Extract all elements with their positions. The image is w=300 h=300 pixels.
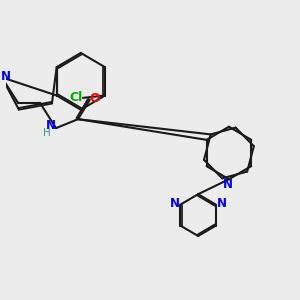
Text: N: N bbox=[222, 178, 233, 191]
Text: N: N bbox=[1, 70, 10, 83]
Text: N: N bbox=[169, 197, 179, 210]
Text: Cl: Cl bbox=[70, 92, 83, 104]
Text: N: N bbox=[217, 197, 227, 210]
Text: O: O bbox=[90, 92, 101, 105]
Text: N: N bbox=[46, 119, 56, 132]
Text: H: H bbox=[44, 128, 51, 139]
